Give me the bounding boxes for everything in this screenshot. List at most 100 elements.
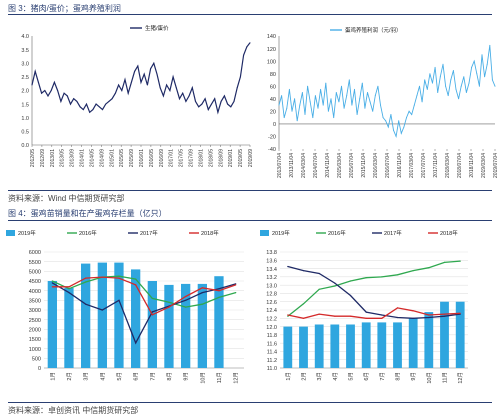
c3-series-line — [52, 276, 236, 316]
c3-data-point — [118, 299, 120, 301]
c4-data-point — [302, 270, 305, 272]
c4-data-point — [428, 316, 430, 319]
c1-data-point — [143, 73, 145, 75]
c1-data-point — [207, 109, 209, 111]
c2-data-point — [421, 101, 423, 103]
c2-data-point — [445, 85, 447, 87]
c2-x-tick-label: 2017/03/04 — [409, 153, 415, 178]
c4-data-point — [334, 282, 336, 284]
c1-data-point — [79, 106, 81, 108]
c4-bar — [299, 326, 308, 368]
c4-bar — [361, 322, 371, 368]
c4-y-tick-label: 12.6 — [266, 300, 277, 306]
c3-data-point — [101, 309, 103, 311]
c4-bar — [346, 324, 355, 368]
c3-bar — [181, 283, 191, 368]
c4-legend-label: 2018年 — [440, 229, 458, 237]
c2-data-point — [359, 98, 361, 100]
c2-data-point — [281, 95, 283, 97]
c4-bar — [408, 318, 418, 368]
c2-data-point — [494, 85, 496, 87]
c1-data-point — [86, 103, 87, 105]
c2-data-point — [458, 98, 460, 100]
c1-data-point — [150, 68, 152, 70]
c2-x-tick-label: 2018/11/04 — [469, 153, 475, 178]
c1-data-point — [102, 109, 103, 111]
c2-data-point — [367, 92, 368, 93]
c2-data-point — [429, 73, 431, 75]
c3-data-point — [218, 288, 220, 290]
figure3-caption: 图 3：猪肉/蛋价；蛋鸡养殖利润 — [8, 4, 121, 13]
c2-data-point — [473, 60, 475, 62]
c1-y-tick-label: 1.0 — [21, 116, 29, 122]
c1-x-tick-label: 2019/09 — [248, 149, 254, 167]
c1-data-point — [95, 103, 97, 105]
c4-bar — [314, 324, 324, 368]
c2-x-tick-label: 2014/03/04 — [301, 153, 307, 178]
figure4-top-rule — [8, 220, 492, 221]
c2-x-tick-label: 2015/03/04 — [337, 153, 343, 178]
c2-data-point — [346, 95, 348, 97]
c1-x-tick-label: 2017/05 — [179, 149, 185, 167]
c3-y-tick-label: 4500 — [29, 279, 41, 285]
c2-data-point — [380, 104, 381, 106]
c2-data-point — [432, 82, 433, 84]
c2-data-point — [382, 117, 384, 119]
c2-y-tick-label: 0 — [273, 122, 276, 128]
c1-data-point — [134, 70, 136, 72]
c1-x-tick-label: 2015/05 — [119, 149, 125, 167]
c2-data-point — [439, 76, 441, 78]
c4-data-point — [443, 315, 446, 317]
c3-legend-label: 2018年 — [201, 229, 219, 237]
c3-y-tick-label: 3500 — [29, 299, 41, 305]
c3-x-tick-label: 10月 — [199, 372, 206, 384]
c3-data-point — [185, 306, 187, 308]
c2-data-point — [288, 88, 290, 90]
c3-data-point — [51, 280, 53, 282]
c1-data-point — [201, 103, 203, 105]
c2-data-point — [437, 92, 439, 93]
c3-y-tick-label: 1000 — [29, 347, 41, 353]
c2-x-tick-label: 2018/07/04 — [457, 153, 463, 178]
c2-data-point — [393, 129, 394, 131]
c1-data-point — [82, 109, 84, 111]
c3-x-tick-label: 5月 — [116, 372, 123, 381]
c1-data-point — [156, 73, 158, 75]
c3-data-point — [85, 281, 87, 283]
c1-data-point — [127, 92, 129, 94]
c4-data-point — [412, 317, 414, 319]
c1-x-tick-label: 2015/09 — [129, 149, 135, 167]
c2-data-point — [351, 104, 353, 106]
c1-data-point — [105, 103, 107, 105]
c1-data-point — [223, 95, 225, 97]
c2-data-point — [278, 104, 280, 106]
c1-x-tick-label: 2019/05 — [238, 149, 244, 167]
c2-data-point — [450, 79, 452, 81]
figure4-source: 资料来源：卓创资讯 中信期货研究部 — [8, 406, 139, 415]
c3-data-point — [101, 276, 103, 278]
c3-data-point — [68, 288, 70, 290]
c1-data-point — [169, 90, 171, 91]
c2-x-tick-label: 2017/07/04 — [421, 153, 427, 178]
c3-x-tick-label: 9月 — [183, 372, 190, 381]
c2-y-tick-label: 60 — [270, 84, 276, 90]
c3-x-tick-label: 11月 — [216, 372, 223, 383]
c2-data-point — [390, 114, 392, 115]
c4-data-point — [428, 314, 430, 316]
c3-data-point — [201, 303, 203, 305]
c1-data-point — [31, 84, 33, 86]
c4-data-point — [443, 313, 446, 315]
c2-x-tick-label: 2017/11/04 — [433, 153, 439, 178]
c4-y-tick-label: 13.6 — [266, 258, 277, 264]
c3-y-tick-label: 1500 — [29, 337, 41, 343]
c1-data-point — [249, 42, 251, 44]
c4-x-tick-label: 6月 — [363, 372, 370, 381]
c1-x-tick-label: 2013/05 — [60, 149, 66, 167]
c4-data-point — [396, 316, 399, 319]
c1-data-point — [162, 95, 164, 97]
c4-data-point — [334, 315, 336, 317]
layer-inventory-chart: 11.0 11.2 11.4 11.6 11.8 12.0 12.2 12.4 12.6 12.8… — [260, 229, 468, 384]
c2-data-point — [468, 82, 470, 84]
c1-data-point — [89, 111, 91, 113]
